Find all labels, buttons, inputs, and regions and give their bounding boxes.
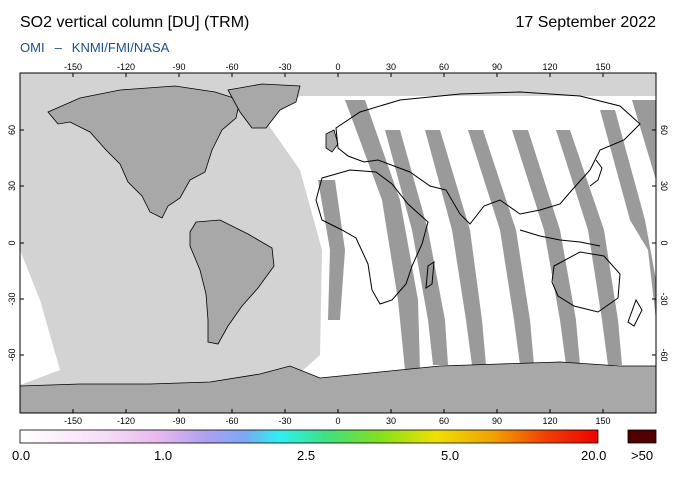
lon-tick-label-bottom: 120 (542, 416, 557, 426)
orbit-gap-stripe (468, 130, 534, 365)
lon-tick-label-bottom: 90 (492, 416, 502, 426)
lon-tick-label-top: -150 (64, 62, 82, 72)
lon-ticks-bottom: -150 -120 -90 -60 -30 0 30 60 90 120 150 (64, 409, 611, 426)
lat-tick-label-left: 0 (7, 240, 17, 245)
colorbar-label-4: 20.0 (581, 448, 607, 463)
colorbar-label-1: 1.0 (154, 448, 173, 463)
lat-ticks-left: 60 30 0 -30 -60 (7, 125, 24, 362)
credit-agencies: KNMI/FMI/NASA (71, 40, 170, 55)
map-title: SO2 vertical column [DU] (TRM) (20, 14, 250, 31)
map-date: 17 September 2022 (515, 14, 656, 31)
lon-tick-label-top: 90 (492, 62, 502, 72)
lon-tick-label-bottom: -90 (172, 416, 185, 426)
lat-tick-label-right: -30 (659, 292, 669, 305)
lon-tick-label-top: 150 (595, 62, 610, 72)
lat-tick-label-left: 30 (7, 181, 17, 191)
south-america (189, 219, 275, 345)
colorbar-overflow-swatch (627, 429, 657, 444)
orbit-gap-stripe (318, 180, 345, 320)
colorbar-label-5: >50 (631, 448, 654, 463)
lon-tick-label-bottom: -30 (278, 416, 291, 426)
greenland (227, 83, 301, 129)
lon-tick-label-top: 60 (439, 62, 449, 72)
colorbar-label-2: 2.5 (297, 448, 316, 463)
new-zealand-coastline (627, 298, 643, 327)
lon-tick-label-top: 0 (335, 62, 340, 72)
data-swath-west (20, 250, 60, 385)
lat-tick-label-right: 30 (659, 181, 669, 191)
colorbar-gradient (19, 429, 599, 444)
lon-tick-label-top: 30 (386, 62, 396, 72)
japan-coastline (589, 159, 603, 187)
lon-tick-label-bottom: 30 (386, 416, 396, 426)
map-field (20, 73, 656, 413)
eurasia-coastline (335, 91, 641, 225)
colorbar-label-3: 5.0 (441, 448, 460, 463)
orbit-gap-stripe (345, 100, 420, 370)
lon-tick-label-bottom: -120 (117, 416, 135, 426)
credit-separator: – (54, 40, 62, 55)
orbit-gap-stripe (632, 100, 656, 180)
lon-tick-label-top: -60 (225, 62, 238, 72)
land-masses (20, 83, 656, 413)
north-america (47, 85, 241, 219)
madagascar-coastline (425, 261, 435, 289)
lon-tick-label-bottom: 60 (439, 416, 449, 426)
uk-ireland (325, 129, 339, 153)
credit-omi: OMI (20, 40, 45, 55)
orbit-gap-stripe (425, 130, 486, 365)
lat-tick-label-right: -60 (659, 348, 669, 361)
credit-line: OMI – KNMI/FMI/NASA (20, 40, 169, 55)
lat-ticks-right: 60 30 0 -30 -60 (652, 125, 669, 362)
lon-tick-label-bottom: 0 (335, 416, 340, 426)
africa-coastline (315, 169, 429, 305)
lat-tick-label-left: 60 (7, 125, 17, 135)
lon-tick-label-bottom: -150 (64, 416, 82, 426)
lon-ticks-top: -150 -120 -90 -60 -30 0 30 60 90 120 150 (64, 62, 611, 77)
indonesia-coastline (519, 229, 601, 247)
lat-tick-label-right: 60 (659, 125, 669, 135)
data-swath-area (255, 96, 656, 413)
australia-coastline (551, 251, 621, 313)
orbit-gap-stripe (385, 130, 448, 365)
lon-tick-label-top: 120 (542, 62, 557, 72)
antarctica (20, 361, 656, 413)
lon-tick-label-bottom: 150 (595, 416, 610, 426)
coastlines (315, 91, 643, 327)
colorbar-label-0: 0.0 (12, 448, 31, 463)
lon-tick-label-top: -90 (172, 62, 185, 72)
lon-tick-label-top: -120 (117, 62, 135, 72)
lat-tick-label-right: 0 (659, 240, 669, 245)
orbit-gap-stripe (512, 130, 580, 365)
lon-tick-label-top: -30 (278, 62, 291, 72)
lat-tick-label-left: -30 (7, 292, 17, 305)
lon-tick-label-bottom: -60 (225, 416, 238, 426)
lat-tick-label-left: -60 (7, 348, 17, 361)
